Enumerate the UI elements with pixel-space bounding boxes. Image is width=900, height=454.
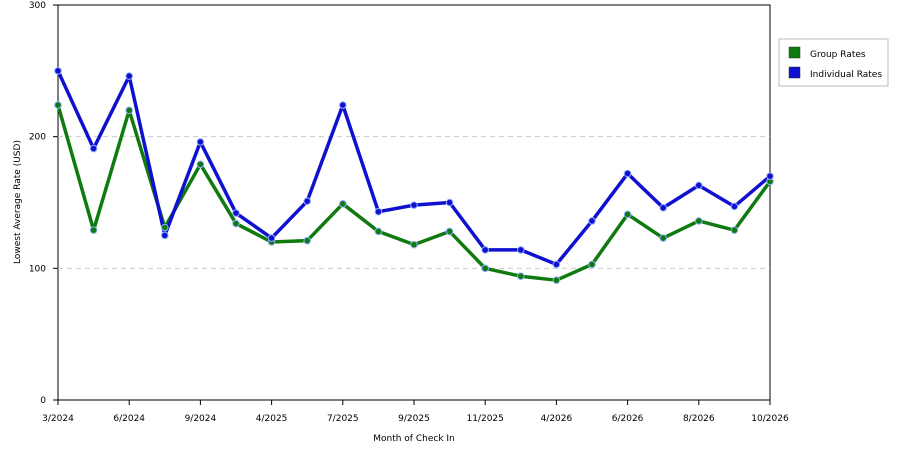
data-point xyxy=(445,198,454,207)
data-point xyxy=(730,202,739,211)
data-point xyxy=(196,160,205,169)
series-line xyxy=(56,104,772,282)
data-point xyxy=(552,260,561,269)
data-point xyxy=(659,234,668,242)
data-point xyxy=(623,210,632,219)
data-point xyxy=(196,138,205,146)
legend-label: Individual Rates xyxy=(810,70,882,80)
data-point xyxy=(552,276,561,284)
data-point xyxy=(125,72,133,80)
data-point xyxy=(481,246,490,254)
y-tick-label: 200 xyxy=(29,133,46,143)
data-point xyxy=(303,236,312,245)
data-point xyxy=(659,203,668,212)
data-point xyxy=(517,246,525,254)
x-tick-label: 10/2026 xyxy=(751,414,789,424)
data-point xyxy=(410,240,418,249)
x-axis-title: Month of Check In xyxy=(373,434,455,444)
data-point xyxy=(267,234,276,242)
data-point xyxy=(339,101,347,109)
x-tick-label: 9/2024 xyxy=(185,414,217,424)
data-point xyxy=(232,219,240,228)
data-point xyxy=(303,197,312,205)
x-tick-label: 4/2025 xyxy=(256,414,288,424)
data-point xyxy=(517,272,525,281)
y-axis-title: Lowest Average Rate (USD) xyxy=(13,140,23,264)
data-point xyxy=(623,169,632,178)
data-point xyxy=(695,181,703,190)
data-point xyxy=(54,101,62,109)
y-tick-label: 0 xyxy=(40,396,46,406)
legend-swatch xyxy=(788,66,801,79)
data-point xyxy=(232,209,240,217)
legend-swatch xyxy=(788,46,801,59)
data-point xyxy=(339,200,347,208)
x-tick-label: 9/2025 xyxy=(398,414,430,424)
x-tick-label: 11/2025 xyxy=(467,414,504,424)
data-point xyxy=(54,67,62,75)
data-point xyxy=(161,231,169,240)
y-tick-label: 300 xyxy=(29,1,46,11)
x-tick-label: 4/2026 xyxy=(541,414,573,424)
x-tick-label: 3/2024 xyxy=(42,414,74,424)
data-point xyxy=(410,201,418,209)
x-tick-label: 6/2026 xyxy=(612,414,644,424)
data-point xyxy=(445,227,454,236)
data-point xyxy=(588,217,596,225)
data-point xyxy=(89,226,98,234)
data-point xyxy=(588,260,596,269)
x-tick-label: 7/2025 xyxy=(327,414,359,424)
x-tick-label: 8/2026 xyxy=(683,414,715,424)
data-point xyxy=(766,172,774,180)
data-point xyxy=(730,226,739,234)
x-tick-label: 6/2024 xyxy=(113,414,145,424)
data-point xyxy=(695,217,703,225)
data-point xyxy=(374,227,383,236)
data-point xyxy=(481,264,490,273)
data-point xyxy=(374,207,383,216)
data-point xyxy=(161,223,169,232)
data-point xyxy=(89,144,98,153)
legend-label: Group Rates xyxy=(810,50,866,60)
y-tick-label: 100 xyxy=(29,264,46,274)
data-point xyxy=(125,106,133,115)
